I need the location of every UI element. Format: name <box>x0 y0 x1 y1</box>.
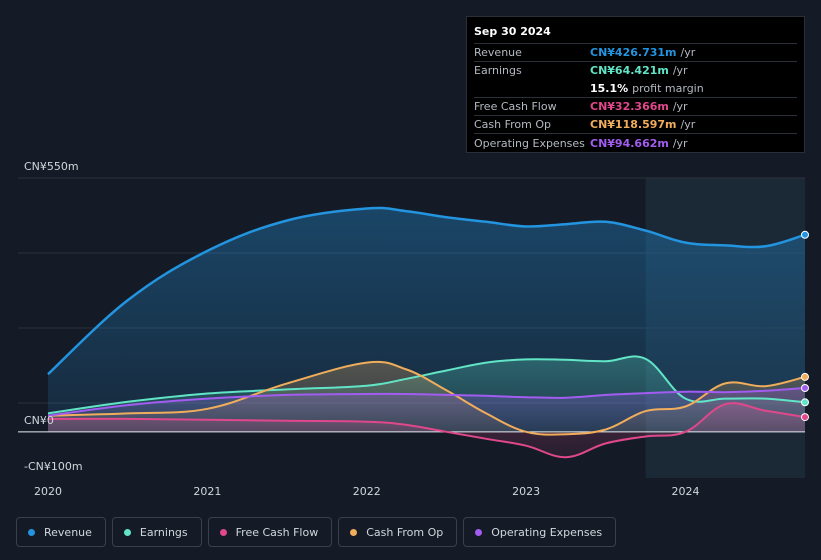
legend-dot-icon <box>350 528 358 536</box>
tooltip-rows: Revenue CN¥426.731m/yr Earnings CN¥64.421m /… <box>474 43 797 152</box>
tooltip-unit: /yr <box>680 46 696 60</box>
legend-item-free-cash-flow[interactable]: Free Cash Flow <box>207 517 333 547</box>
tooltip-label: Operating Expenses <box>474 136 585 150</box>
legend-item-cash-from-op[interactable]: Cash From Op <box>338 517 458 547</box>
line-cash-from-op <box>47 360 806 436</box>
legend-item-earnings[interactable]: Earnings <box>111 517 202 547</box>
endpoint-operating-expenses <box>801 384 809 392</box>
y-axis-label: CN¥550m <box>24 160 79 173</box>
y-axis-label: -CN¥100m <box>24 460 83 473</box>
tooltip-date: Sep 30 2024 <box>474 25 551 38</box>
legend-label: Operating Expenses <box>491 525 603 539</box>
tooltip-row-operating-expenses: Operating Expenses CN¥94.662m/yr <box>474 133 797 151</box>
legend-dot-icon <box>28 528 35 536</box>
tooltip-value: 15.1% <box>590 81 629 95</box>
tooltip-row-cash-from-op: Cash From Op CN¥118.597m/yr <box>474 115 797 133</box>
legend-item-operating-expenses[interactable]: Operating Expenses <box>463 517 617 547</box>
data-tooltip: Sep 30 2024 Revenue CN¥426.731m/yr Earning… <box>466 16 805 153</box>
tooltip-unit: /yr <box>672 136 688 150</box>
line-revenue <box>47 206 806 376</box>
x-axis-tick-label: 2024 <box>671 485 699 498</box>
line-operating-expenses <box>47 387 806 417</box>
endpoint-earnings <box>801 398 809 407</box>
tooltip-unit: /yr <box>680 118 696 132</box>
tooltip-label: Earnings <box>474 64 522 78</box>
legend-label: Free Cash Flow <box>235 525 319 539</box>
x-axis-tick-label: 2023 <box>512 485 540 498</box>
legend-label: Revenue <box>44 525 92 539</box>
tooltip-row-profit-margin: 15.1% profit margin <box>474 80 797 97</box>
legend-dot-icon <box>219 528 227 536</box>
y-axis-label: CN¥0 <box>24 414 54 427</box>
line-free-cash-flow <box>47 402 806 459</box>
x-axis-tick-label: 2021 <box>193 485 221 498</box>
tooltip-value: CN¥64.421m <box>590 64 669 78</box>
tooltip-value: CN¥426.731m <box>590 46 677 60</box>
legend: Revenue Earnings Free Cash Flow Cash From O… <box>16 517 617 547</box>
endpoint-revenue <box>801 230 809 239</box>
legend-item-revenue[interactable]: Revenue <box>16 517 106 547</box>
tooltip-label: Revenue <box>474 46 522 60</box>
line-earnings <box>47 355 806 415</box>
tooltip-unit: profit margin <box>632 81 704 95</box>
legend-dot-icon <box>123 528 131 536</box>
tooltip-row-revenue: Revenue CN¥426.731m/yr <box>474 43 797 61</box>
tooltip-label: Free Cash Flow <box>474 100 557 114</box>
tooltip-value: CN¥32.366m <box>590 100 669 114</box>
endpoint-free-cash-flow <box>801 413 809 422</box>
legend-dot-icon <box>475 528 483 536</box>
tooltip-value: CN¥118.597m <box>590 118 677 132</box>
x-axis-tick-label: 2022 <box>353 485 381 498</box>
legend-label: Cash From Op <box>366 525 444 539</box>
x-axis-tick-label: 2020 <box>34 485 62 498</box>
tooltip-row-free-cash-flow: Free Cash Flow CN¥32.366m/yr <box>474 96 797 115</box>
legend-label: Earnings <box>139 525 188 539</box>
tooltip-value: CN¥94.662m <box>590 136 669 150</box>
endpoint-cash-from-op <box>801 372 809 381</box>
tooltip-row-earnings: Earnings CN¥64.421m/yr <box>474 61 797 79</box>
tooltip-label: Cash From Op <box>474 118 552 132</box>
tooltip-unit: /yr <box>672 64 688 78</box>
tooltip-unit: /yr <box>672 100 688 114</box>
